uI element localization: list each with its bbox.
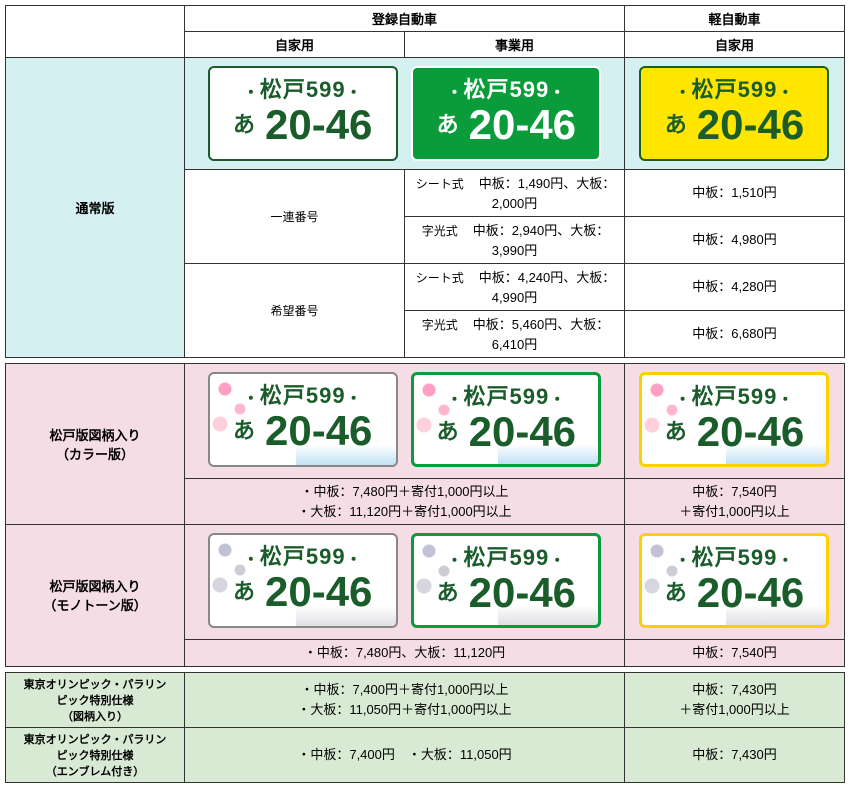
plate-design-mono-2: ・松戸599・ あ20-46: [411, 533, 601, 628]
row-design-color-label: 松戸版図柄入り （カラー版）: [6, 364, 185, 525]
normal-sub2: 希望番号: [185, 264, 405, 358]
plate-design-color-2: ・松戸599・ あ20-46: [411, 372, 601, 467]
row-olympic2-label: 東京オリンピック・パラリン ピック特別仕様 （エンブレム付き）: [6, 727, 185, 782]
row-normal-label: 通常版: [6, 58, 185, 358]
plate-green: ・松戸599・ あ20-46: [411, 66, 601, 161]
normal-sub1: 一連番号: [185, 170, 405, 264]
plate-design-mono-1: ・松戸599・ あ20-46: [208, 533, 398, 628]
header-private-2: 自家用: [624, 32, 844, 58]
plate-yellow: ・松戸599・ あ20-46: [639, 66, 829, 161]
header-business: 事業用: [405, 32, 625, 58]
plate-cell-normal-reg: ・松戸599・ あ20-46 ・松戸599・ あ20-46: [185, 58, 625, 170]
plate-design-color-3: ・松戸599・ あ20-46: [639, 372, 829, 467]
row-olympic1-label: 東京オリンピック・パラリン ピック特別仕様 （図柄入り）: [6, 672, 185, 727]
plate-design-color-1: ・松戸599・ あ20-46: [208, 372, 398, 467]
header-kei: 軽自動車: [624, 6, 844, 32]
license-plate-price-table: 登録自動車 軽自動車 自家用 事業用 自家用 通常版 ・松戸599・ あ20-4…: [5, 5, 845, 783]
plate-white: ・松戸599・ あ20-46: [208, 66, 398, 161]
plate-cell-normal-kei: ・松戸599・ あ20-46: [624, 58, 844, 170]
header-private-1: 自家用: [185, 32, 405, 58]
row-design-mono-label: 松戸版図柄入り （モノトーン版）: [6, 525, 185, 667]
plate-design-mono-3: ・松戸599・ あ20-46: [639, 533, 829, 628]
header-registered: 登録自動車: [185, 6, 625, 32]
